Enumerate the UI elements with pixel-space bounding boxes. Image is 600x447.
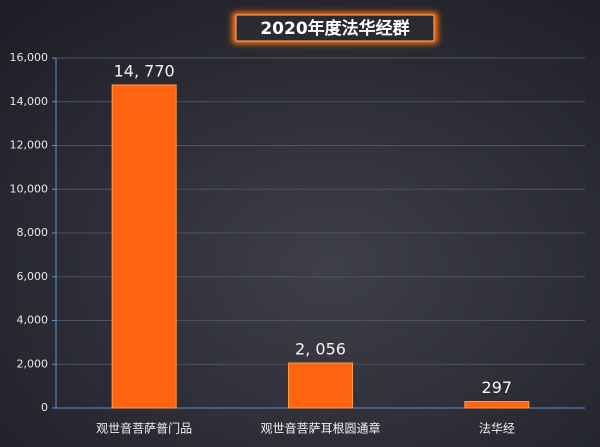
bar xyxy=(288,362,353,409)
bar xyxy=(464,401,530,409)
x-tick-label: 法华经 xyxy=(479,422,515,436)
y-tick-label: 16,000 xyxy=(10,51,49,64)
y-tick-label: 0 xyxy=(41,401,48,414)
y-tick-label: 8,000 xyxy=(17,226,49,239)
x-tick-label: 观世音菩萨普门品 xyxy=(96,421,192,436)
chart-title: 2020年度法华经群 xyxy=(260,18,409,39)
x-tick-label: 观世音菩萨耳根圆通章 xyxy=(260,421,380,436)
y-tick-label: 14,000 xyxy=(10,95,49,108)
y-tick-label: 10,000 xyxy=(10,182,49,195)
value-label: 14, 770 xyxy=(114,61,175,80)
y-tick-label: 6,000 xyxy=(17,270,49,283)
value-label: 297 xyxy=(482,378,513,397)
y-tick-label: 4,000 xyxy=(17,314,49,327)
title-box xyxy=(235,14,435,42)
bar xyxy=(111,84,177,409)
value-label: 2, 056 xyxy=(295,340,346,359)
y-tick-label: 2,000 xyxy=(17,357,49,370)
y-tick-label: 12,000 xyxy=(10,139,49,152)
